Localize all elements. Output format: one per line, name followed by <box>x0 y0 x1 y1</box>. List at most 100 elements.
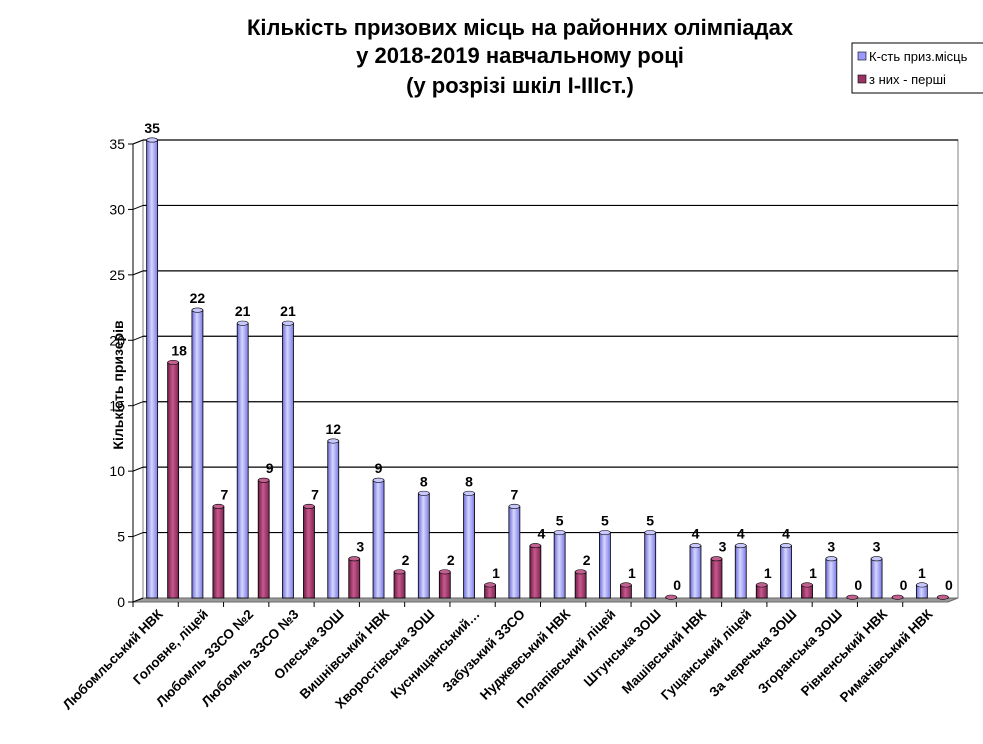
bar-cap-series-1 <box>282 320 294 326</box>
bar-cap-series-2 <box>710 556 723 562</box>
data-label-series-1: 35 <box>144 120 160 136</box>
plot-back-wall <box>142 139 959 599</box>
bar-cap-series-1 <box>780 543 792 549</box>
category-label: Згоранська ЗОШ <box>755 607 845 697</box>
bar-series-2 <box>393 571 406 599</box>
bar-series-2 <box>212 505 225 599</box>
bar-cap-series-2 <box>257 477 270 483</box>
data-label-series-1: 1 <box>918 565 926 581</box>
plot-floor <box>132 597 959 603</box>
bar-series-2 <box>529 545 542 599</box>
data-label-series-1: 4 <box>782 526 790 542</box>
bar-series-1 <box>463 492 475 599</box>
bar-cap-series-1 <box>372 477 385 483</box>
y-tick-label: 15 <box>109 398 125 414</box>
bar-cap-series-1 <box>463 490 475 496</box>
bar-cap-series-1 <box>418 490 430 496</box>
data-label-series-2: 0 <box>673 577 681 593</box>
bar-cap-series-1 <box>916 582 928 588</box>
bar-series-1 <box>417 492 430 599</box>
bar-cap-series-1 <box>734 543 747 549</box>
chart-title-line-3: (у розрізі шкіл І-ІІІст.) <box>406 73 634 98</box>
bar-cap-series-1 <box>191 307 204 313</box>
data-label-series-1: 3 <box>827 539 835 555</box>
category-label: Рівненський НВК <box>798 606 891 699</box>
bar-series-2 <box>303 505 315 599</box>
bar-cap-series-1 <box>870 556 883 562</box>
bar-cap-series-2 <box>348 556 361 562</box>
data-label-series-1: 7 <box>510 486 518 502</box>
data-label-series-1: 5 <box>601 513 609 529</box>
bar-series-1 <box>282 322 294 599</box>
bar-cap-series-1 <box>146 137 158 143</box>
bar-cap-series-1 <box>644 530 656 536</box>
legend-swatch-series-1 <box>857 51 867 61</box>
legend: К-сть приз.місць з них - перші <box>851 42 983 94</box>
bar-series-1 <box>191 309 204 599</box>
bar-cap-series-2 <box>801 582 813 588</box>
chart-title: Кількість призових місць на районних олі… <box>247 15 794 98</box>
bar-cap-series-1 <box>236 320 249 326</box>
data-label-series-2: 9 <box>266 460 274 476</box>
category-label: Забузький ЗЗСО <box>440 607 528 695</box>
legend-swatch-series-2 <box>857 74 867 84</box>
legend-label-series-2: з них - перші <box>869 72 946 87</box>
bar-cap-series-2 <box>891 594 904 600</box>
bar-cap-series-2 <box>439 569 451 575</box>
bar-series-1 <box>599 532 611 599</box>
bar-series-1 <box>870 558 883 599</box>
data-label-series-2: 2 <box>447 552 455 568</box>
bar-cap-series-1 <box>599 530 611 536</box>
gridline-side <box>132 401 144 407</box>
y-tick-label: 35 <box>109 136 125 152</box>
bar-cap-series-2 <box>755 582 768 588</box>
bar-series-2 <box>574 571 587 599</box>
bar-series-1 <box>825 558 838 599</box>
bar-cap-series-1 <box>508 503 521 509</box>
data-label-series-2: 1 <box>764 565 772 581</box>
bar-cap-series-2 <box>303 503 315 509</box>
data-label-series-2: 1 <box>809 565 817 581</box>
bar-cap-series-2 <box>212 503 225 509</box>
y-tick-label: 10 <box>109 463 125 479</box>
bar-series-1 <box>644 532 657 599</box>
gridline-side <box>132 139 144 145</box>
bar-series-2 <box>257 479 270 599</box>
gridline-side <box>132 270 144 276</box>
data-label-series-2: 3 <box>356 539 364 555</box>
data-label-series-2: 2 <box>583 552 591 568</box>
bar-series-1 <box>780 545 792 599</box>
data-label-series-1: 9 <box>375 460 383 476</box>
bar-series-1 <box>689 545 702 599</box>
bar-series-1 <box>508 505 521 599</box>
bar-cap-series-2 <box>665 594 677 600</box>
data-label-series-1: 3 <box>873 539 881 555</box>
bar-cap-series-2 <box>620 582 632 588</box>
data-label-series-2: 0 <box>900 577 908 593</box>
data-label-series-1: 5 <box>646 513 654 529</box>
bar-cap-series-2 <box>484 582 496 588</box>
data-label-series-1: 21 <box>235 303 251 319</box>
bar-series-1 <box>236 322 249 599</box>
data-label-series-1: 21 <box>280 303 296 319</box>
bar-cap-series-2 <box>574 569 587 575</box>
data-label-series-1: 5 <box>556 513 564 529</box>
category-label: За черечька ЗОШ <box>706 607 799 700</box>
bar-cap-series-2 <box>937 594 949 600</box>
data-label-series-1: 22 <box>190 290 206 306</box>
y-tick-label: 5 <box>117 529 125 545</box>
bar-series-1 <box>146 139 159 599</box>
data-label-series-2: 4 <box>537 526 545 542</box>
data-label-series-2: 0 <box>854 577 862 593</box>
bar-series-1 <box>372 479 385 599</box>
gridline-side <box>132 204 144 210</box>
data-label-series-2: 18 <box>171 342 187 358</box>
bar-cap-series-1 <box>825 556 838 562</box>
bar-cap-series-2 <box>529 543 542 549</box>
bar-series-2 <box>710 558 723 599</box>
bar-series-1 <box>553 532 566 599</box>
category-label: Машівський НВК <box>619 606 710 697</box>
bar-cap-series-1 <box>553 530 566 536</box>
bar-series-2 <box>348 558 361 599</box>
